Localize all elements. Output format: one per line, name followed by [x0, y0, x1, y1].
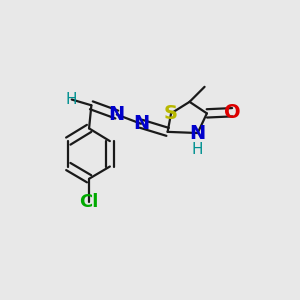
Text: H: H	[192, 142, 203, 157]
Text: N: N	[109, 105, 125, 124]
Text: H: H	[66, 92, 77, 107]
Text: S: S	[164, 104, 178, 123]
Text: O: O	[224, 103, 241, 122]
Text: Cl: Cl	[80, 193, 99, 211]
Text: N: N	[190, 124, 206, 142]
Text: N: N	[133, 114, 149, 133]
